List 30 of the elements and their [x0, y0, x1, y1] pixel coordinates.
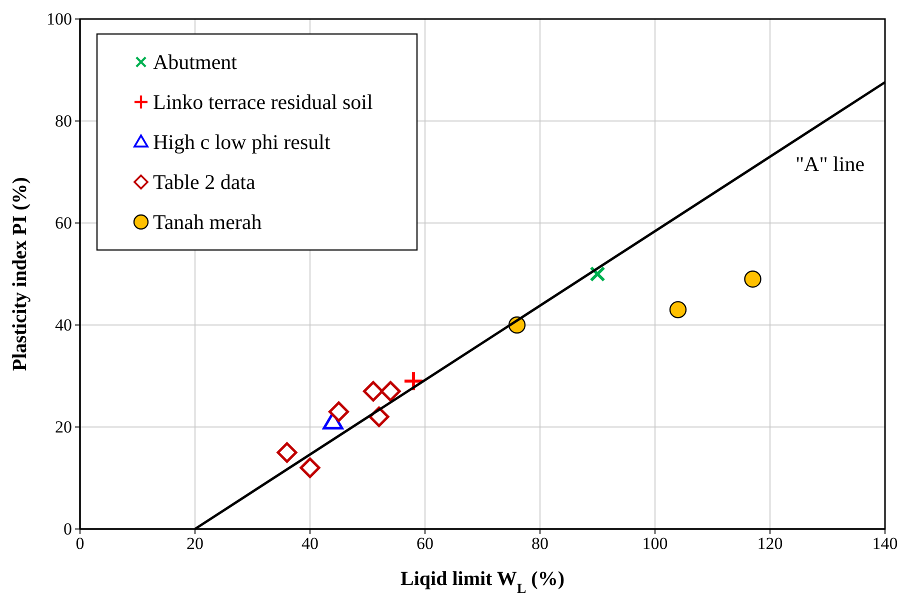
y-tick-label: 80: [55, 111, 72, 130]
legend-label: Abutment: [153, 50, 238, 74]
point: [328, 401, 350, 422]
annotation: "A" line: [795, 152, 865, 176]
point: [744, 270, 762, 288]
x-tick-label: 140: [872, 534, 898, 554]
y-axis-title: Plasticity index PI (%): [9, 177, 31, 371]
y-tick-label: 60: [55, 213, 72, 232]
x-tick-label: 80: [532, 534, 548, 554]
point: [300, 458, 320, 478]
point: [276, 442, 298, 463]
point: [380, 381, 401, 402]
y-tick-label: 0: [64, 519, 72, 538]
x-tick-label: 100: [642, 534, 668, 554]
legend-label: High c low phi result: [153, 130, 330, 154]
y-tick-label: 20: [55, 417, 72, 436]
x-tick-label: 120: [757, 534, 783, 554]
y-tick-label: 100: [46, 9, 72, 28]
y-tick-label: 40: [55, 315, 72, 334]
point: [669, 301, 687, 318]
legend-label: Tanah merah: [153, 210, 262, 234]
x-tick-label: 0: [76, 534, 84, 554]
x-tick-label: 60: [416, 534, 434, 554]
x-tick-label: 40: [302, 534, 318, 554]
legend-label: Linko terrace residual soil: [153, 90, 373, 114]
x-axis-title: Liqid limit W$_{L}$ (%): [400, 568, 564, 596]
legend-label: Table 2 data: [153, 170, 256, 194]
x-tick-label: 20: [186, 534, 204, 554]
point: [362, 381, 384, 402]
point: [590, 266, 606, 282]
